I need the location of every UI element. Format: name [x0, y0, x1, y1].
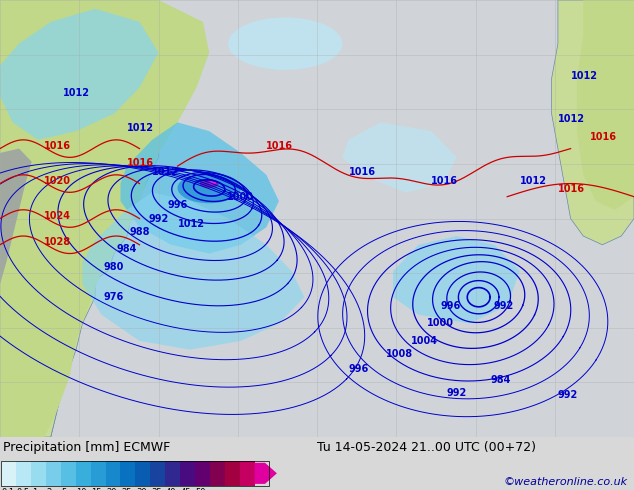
Bar	[16, 461, 31, 486]
Text: 996: 996	[167, 200, 188, 210]
Text: 1016: 1016	[349, 167, 376, 177]
Bar	[120, 461, 136, 486]
Ellipse shape	[209, 181, 216, 184]
Text: 992: 992	[446, 389, 467, 398]
Text: 1016: 1016	[127, 158, 154, 168]
Text: 1: 1	[32, 488, 37, 490]
FancyArrow shape	[255, 463, 277, 484]
Bar	[46, 461, 61, 486]
Text: 1024: 1024	[44, 211, 72, 220]
Polygon shape	[0, 0, 203, 437]
Text: 996: 996	[440, 301, 460, 311]
Text: 1016: 1016	[44, 141, 72, 150]
Polygon shape	[0, 0, 209, 437]
Text: 992: 992	[148, 214, 169, 223]
Bar	[210, 461, 225, 486]
Text: 1016: 1016	[590, 132, 617, 142]
Text: 1012: 1012	[558, 114, 585, 124]
Text: 1016: 1016	[431, 175, 458, 186]
Text: 20: 20	[107, 488, 117, 490]
Text: 984: 984	[491, 375, 511, 385]
Polygon shape	[552, 0, 634, 245]
Ellipse shape	[228, 18, 342, 70]
Text: 5: 5	[61, 488, 67, 490]
Text: 1012: 1012	[178, 220, 205, 229]
Text: 976: 976	[104, 292, 124, 302]
Bar	[1, 461, 269, 486]
Bar	[75, 461, 91, 486]
Polygon shape	[0, 148, 32, 284]
Text: 1016: 1016	[558, 184, 585, 195]
Text: Precipitation [mm] ECMWF: Precipitation [mm] ECMWF	[3, 441, 171, 454]
Ellipse shape	[178, 172, 241, 203]
Text: 25: 25	[121, 488, 132, 490]
Text: 30: 30	[136, 488, 146, 490]
Text: 1012: 1012	[127, 123, 154, 133]
Text: 992: 992	[558, 390, 578, 400]
Polygon shape	[0, 9, 158, 140]
Polygon shape	[82, 192, 304, 350]
Bar	[150, 461, 165, 486]
Text: ©weatheronline.co.uk: ©weatheronline.co.uk	[503, 477, 628, 488]
Text: 40: 40	[166, 488, 176, 490]
Bar	[31, 461, 46, 486]
Text: 1012: 1012	[63, 88, 91, 98]
Polygon shape	[0, 0, 158, 437]
Text: 45: 45	[181, 488, 191, 490]
Text: 992: 992	[494, 301, 514, 311]
Polygon shape	[393, 236, 520, 323]
Polygon shape	[342, 122, 456, 192]
Text: 0.5: 0.5	[17, 488, 30, 490]
Text: 984: 984	[117, 244, 137, 254]
Text: 1008: 1008	[386, 349, 413, 359]
Bar	[195, 461, 210, 486]
Bar	[61, 461, 76, 486]
Text: 988: 988	[129, 227, 150, 237]
Bar	[105, 461, 120, 486]
Text: 50: 50	[195, 488, 206, 490]
Text: 15: 15	[91, 488, 102, 490]
Text: 0.1: 0.1	[2, 488, 15, 490]
Polygon shape	[120, 122, 279, 253]
Text: 1004: 1004	[411, 336, 438, 346]
Text: 2: 2	[47, 488, 52, 490]
Text: 1020: 1020	[44, 175, 72, 186]
Text: 35: 35	[151, 488, 162, 490]
Ellipse shape	[200, 179, 219, 188]
Text: 1012: 1012	[152, 167, 179, 177]
Bar	[240, 461, 255, 486]
Text: 980: 980	[104, 262, 124, 271]
Text: 1000: 1000	[228, 192, 254, 202]
Text: 1012: 1012	[571, 71, 598, 81]
Text: 10: 10	[76, 488, 87, 490]
Text: 1028: 1028	[44, 237, 72, 247]
Text: 1012: 1012	[520, 175, 547, 186]
Bar	[136, 461, 150, 486]
Text: Tu 14-05-2024 21..00 UTC (00+72): Tu 14-05-2024 21..00 UTC (00+72)	[317, 441, 536, 454]
Text: 1000: 1000	[427, 318, 454, 328]
Polygon shape	[577, 0, 634, 210]
Text: 996: 996	[349, 364, 369, 373]
Bar	[224, 461, 240, 486]
Bar	[91, 461, 105, 486]
Bar	[1, 461, 16, 486]
Bar	[165, 461, 180, 486]
Text: 1016: 1016	[266, 141, 294, 150]
Bar	[180, 461, 195, 486]
